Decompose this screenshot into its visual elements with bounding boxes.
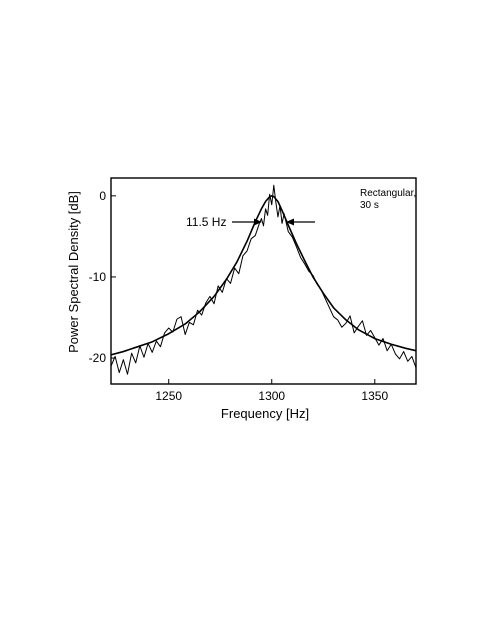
y-axis-label: Power Spectral Density [dB]: [66, 191, 81, 353]
ticks: 1250 1300 1350 0 -10 -20: [89, 189, 389, 403]
width-arrow-left: [232, 218, 262, 226]
y-tick-label: 0: [99, 189, 106, 203]
x-tick-label: 1350: [361, 389, 388, 403]
plot-frame: [110, 177, 417, 385]
x-axis-label: Frequency [Hz]: [221, 406, 309, 421]
width-annotation-label: 11.5 Hz: [186, 215, 226, 229]
width-arrow-right: [286, 218, 315, 226]
y-tick-label: -20: [89, 351, 107, 365]
x-tick-label: 1250: [155, 389, 182, 403]
x-tick-label: 1300: [258, 389, 285, 403]
y-tick-label: -10: [89, 270, 107, 284]
plot-area: [111, 184, 416, 375]
window-label-line2: 30 s: [360, 200, 379, 211]
axes: [110, 177, 417, 385]
measured-spectrum-line: [111, 184, 416, 375]
fit-curve: [111, 195, 416, 356]
window-label-line1: Rectangular,: [360, 188, 416, 199]
